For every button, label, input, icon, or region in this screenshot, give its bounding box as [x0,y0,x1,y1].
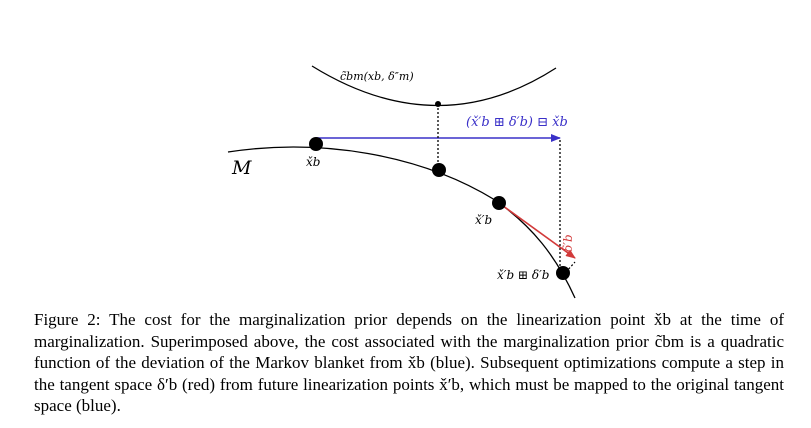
xb-prime-point [492,196,506,210]
cost-label: c̃bm(xb, δ″m) [340,70,414,83]
retract-label: x̌′b ⊞ δ′b [497,268,550,282]
xb-label: x̌b [306,155,320,169]
parabola-min-point [435,101,441,107]
figure-caption: Figure 2: The cost for the marginalizati… [34,309,784,417]
caption-prefix: Figure 2: [34,310,101,329]
figure-diagram: c̃bm(xb, δ″m) M (x̌′b ⊞ δ′b) ⊟ x̌b δ′b x… [227,65,576,299]
red-step-arrow [498,202,576,259]
caption-text: The cost for the marginalization prior d… [34,310,785,415]
manifold-label: M [231,157,252,179]
manifold-curve [227,146,576,299]
retracted-point [556,266,570,280]
xb-prime-label: x̌′b [475,213,492,227]
projected-point [432,163,446,177]
delta-label: δ′b [561,234,575,252]
xb-point [309,137,323,151]
map-label: (x̌′b ⊞ δ′b) ⊟ x̌b [466,115,568,130]
